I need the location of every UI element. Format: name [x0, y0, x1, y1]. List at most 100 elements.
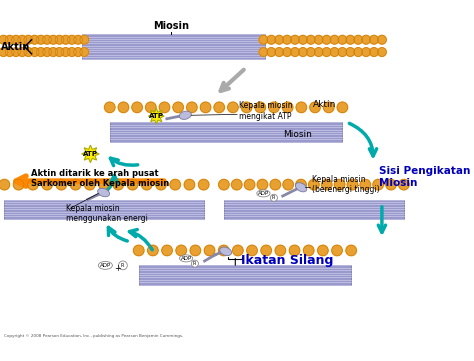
- Text: Sisi Pengikatan
Miosin: Sisi Pengikatan Miosin: [379, 166, 471, 188]
- Circle shape: [156, 179, 166, 190]
- Text: +: +: [114, 264, 121, 273]
- Text: Pi: Pi: [121, 263, 125, 268]
- Circle shape: [283, 179, 293, 190]
- Circle shape: [55, 48, 64, 56]
- Circle shape: [346, 245, 356, 256]
- Circle shape: [159, 102, 170, 113]
- Text: Kepala miosin
(berenergi tinggi): Kepala miosin (berenergi tinggi): [312, 175, 379, 194]
- Circle shape: [36, 48, 45, 56]
- Bar: [224, 200, 404, 219]
- Circle shape: [283, 48, 292, 56]
- Circle shape: [247, 245, 257, 256]
- Circle shape: [283, 35, 292, 44]
- Circle shape: [377, 35, 386, 44]
- Circle shape: [310, 102, 320, 113]
- Circle shape: [291, 35, 300, 44]
- Ellipse shape: [98, 261, 112, 269]
- Circle shape: [118, 102, 129, 113]
- Circle shape: [70, 179, 81, 190]
- Circle shape: [296, 102, 307, 113]
- Circle shape: [49, 48, 58, 56]
- Circle shape: [354, 35, 363, 44]
- Circle shape: [201, 102, 211, 113]
- Circle shape: [27, 179, 38, 190]
- Circle shape: [291, 48, 300, 56]
- Circle shape: [118, 261, 128, 270]
- Text: Pi: Pi: [272, 195, 276, 200]
- Text: ATP: ATP: [149, 113, 164, 119]
- Circle shape: [18, 48, 27, 56]
- Circle shape: [306, 35, 315, 44]
- Circle shape: [347, 179, 358, 190]
- Circle shape: [296, 179, 306, 190]
- Circle shape: [147, 245, 158, 256]
- Bar: [110, 122, 342, 142]
- Circle shape: [5, 48, 14, 56]
- Circle shape: [334, 179, 345, 190]
- Circle shape: [299, 35, 307, 44]
- Circle shape: [24, 48, 33, 56]
- Circle shape: [61, 35, 70, 44]
- Circle shape: [270, 194, 277, 201]
- Circle shape: [73, 35, 82, 44]
- Circle shape: [337, 102, 347, 113]
- Circle shape: [321, 179, 332, 190]
- Circle shape: [370, 48, 378, 56]
- Circle shape: [170, 179, 181, 190]
- Circle shape: [42, 179, 52, 190]
- Circle shape: [314, 35, 323, 44]
- Circle shape: [267, 35, 276, 44]
- Circle shape: [146, 102, 156, 113]
- Circle shape: [61, 48, 70, 56]
- Circle shape: [190, 245, 201, 256]
- Circle shape: [11, 48, 20, 56]
- Circle shape: [362, 35, 371, 44]
- Circle shape: [362, 48, 371, 56]
- Circle shape: [67, 35, 76, 44]
- Circle shape: [173, 102, 183, 113]
- Circle shape: [322, 48, 331, 56]
- Circle shape: [187, 102, 197, 113]
- Circle shape: [323, 102, 334, 113]
- Circle shape: [214, 102, 225, 113]
- Circle shape: [132, 102, 142, 113]
- Circle shape: [330, 35, 339, 44]
- Circle shape: [346, 48, 355, 56]
- Circle shape: [0, 35, 8, 44]
- Circle shape: [346, 35, 355, 44]
- Circle shape: [49, 35, 58, 44]
- Circle shape: [67, 48, 76, 56]
- Text: Ikatan Silang: Ikatan Silang: [241, 255, 334, 268]
- Circle shape: [269, 102, 279, 113]
- Circle shape: [80, 48, 89, 56]
- Circle shape: [261, 245, 272, 256]
- Circle shape: [127, 179, 138, 190]
- Circle shape: [30, 35, 39, 44]
- Circle shape: [99, 179, 109, 190]
- Circle shape: [80, 35, 89, 44]
- Circle shape: [275, 35, 283, 44]
- Circle shape: [360, 179, 371, 190]
- Circle shape: [309, 179, 319, 190]
- Text: Aktin: Aktin: [313, 100, 336, 109]
- Text: Kepala miosin
menggunakan energi: Kepala miosin menggunakan energi: [66, 204, 148, 223]
- Circle shape: [11, 35, 20, 44]
- Polygon shape: [148, 108, 164, 124]
- Circle shape: [370, 35, 378, 44]
- Polygon shape: [82, 145, 99, 163]
- Ellipse shape: [180, 255, 193, 262]
- Circle shape: [43, 48, 51, 56]
- Text: Aktin ditarik ke arah pusat
Sarkomer oleh Kepala miosin: Aktin ditarik ke arah pusat Sarkomer ole…: [31, 169, 169, 188]
- Circle shape: [0, 179, 9, 190]
- Circle shape: [56, 179, 67, 190]
- Circle shape: [259, 48, 268, 56]
- Circle shape: [204, 245, 215, 256]
- Circle shape: [176, 245, 186, 256]
- Text: ADP: ADP: [100, 263, 111, 268]
- Circle shape: [162, 245, 173, 256]
- Ellipse shape: [295, 183, 307, 192]
- Circle shape: [231, 179, 242, 190]
- Circle shape: [73, 48, 82, 56]
- Bar: [139, 265, 351, 285]
- Circle shape: [36, 35, 45, 44]
